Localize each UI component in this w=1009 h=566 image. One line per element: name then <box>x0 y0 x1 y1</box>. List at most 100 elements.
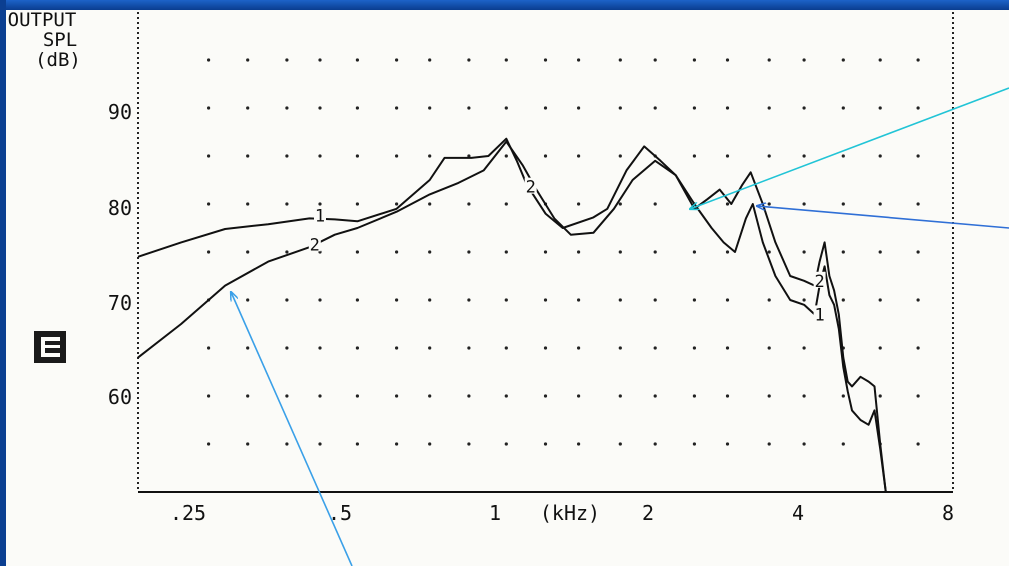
grid-dot <box>725 346 730 350</box>
grid-dot <box>653 298 657 302</box>
series-line-1 <box>137 137 887 493</box>
grid-dot <box>428 58 432 62</box>
grid-dot <box>285 154 289 158</box>
grid-dot <box>618 250 622 254</box>
grid-dot <box>802 106 806 110</box>
grid-dot <box>543 346 548 350</box>
x-axis-label: (kHz) <box>540 501 600 525</box>
grid-dot <box>504 154 508 158</box>
grid-dot <box>725 394 730 398</box>
grid-dot <box>916 250 920 254</box>
grid-dot <box>318 298 322 302</box>
grid-dot <box>692 154 697 158</box>
grid-dot <box>878 298 882 302</box>
grid-dot <box>618 394 622 398</box>
grid-dot <box>916 154 920 158</box>
grid-dot <box>692 394 697 398</box>
grid-dot <box>504 394 508 398</box>
grid-dot <box>395 250 399 254</box>
grid-dot <box>395 298 399 302</box>
grid-dot <box>802 346 806 350</box>
annotation-arrow-cyan <box>690 87 1009 209</box>
grid-dot <box>653 346 657 350</box>
x-tick-4: 4 <box>792 501 804 525</box>
grid-dot <box>767 442 771 446</box>
grid-dot <box>246 346 250 350</box>
grid-dot <box>355 442 359 446</box>
grid-dot <box>916 58 920 62</box>
grid-dot <box>428 346 432 350</box>
grid-dot <box>618 202 622 206</box>
grid-dot <box>355 58 359 62</box>
grid-dot <box>428 106 432 110</box>
y-tick-70: 70 <box>108 291 132 315</box>
grid-dot <box>577 106 581 110</box>
grid-dot <box>878 106 882 110</box>
grid-dot <box>207 58 211 62</box>
grid-dot <box>467 106 471 110</box>
grid-dot <box>543 106 548 110</box>
grid-dot <box>355 298 359 302</box>
grid-dot <box>285 58 289 62</box>
grid-dot <box>285 298 289 302</box>
grid-dot <box>916 298 920 302</box>
grid-dot <box>841 442 845 446</box>
grid-dot <box>618 298 622 302</box>
grid-dot <box>802 298 806 302</box>
grid-dot <box>467 298 471 302</box>
grid-dot <box>802 154 806 158</box>
grid-dot <box>285 394 289 398</box>
grid-dot <box>355 250 359 254</box>
curve-label-2: 2 <box>814 272 824 292</box>
grid-dot <box>916 202 920 206</box>
grid-dot <box>395 154 399 158</box>
x-tick-8: 8 <box>942 501 954 525</box>
annotation-arrow-light-blue <box>231 292 353 566</box>
grid-dot <box>577 394 581 398</box>
series-line-2 <box>137 140 887 493</box>
grid-dot <box>395 442 399 446</box>
grid-dot <box>725 106 730 110</box>
grid-dot <box>285 346 289 350</box>
grid-dot <box>318 394 322 398</box>
grid-dot <box>767 154 771 158</box>
grid-dot <box>767 250 771 254</box>
grid-dot <box>841 394 845 398</box>
grid-dot <box>618 106 622 110</box>
grid-dot <box>318 202 322 206</box>
grid-dot <box>916 442 920 446</box>
y-title-line-2: SPL <box>43 29 77 51</box>
grid-dot <box>355 394 359 398</box>
grid-dot <box>653 394 657 398</box>
grid-dot <box>543 154 548 158</box>
b-badge-icon <box>34 331 66 363</box>
grid-dot <box>916 106 920 110</box>
grid-dot <box>395 106 399 110</box>
curve-label-1: 1 <box>315 207 325 227</box>
grid-dot <box>207 346 211 350</box>
grid-dot <box>504 346 508 350</box>
grid-dot <box>878 58 882 62</box>
y-tick-80: 80 <box>108 196 132 220</box>
grid-dot <box>725 298 730 302</box>
grid-dot <box>207 106 211 110</box>
grid-dot <box>692 58 697 62</box>
grid-dot <box>318 58 322 62</box>
grid-dot <box>467 154 471 158</box>
grid-dot <box>841 58 845 62</box>
grid-dot <box>802 442 806 446</box>
grid-dot <box>725 154 730 158</box>
grid-dot <box>395 202 399 206</box>
grid-dot <box>467 250 471 254</box>
grid-dot <box>504 442 508 446</box>
grid-dot <box>841 298 845 302</box>
grid-dot <box>355 202 359 206</box>
grid-dot <box>577 202 581 206</box>
grid-dot <box>318 154 322 158</box>
grid-dot <box>467 346 471 350</box>
x-tick-1: 1 <box>489 501 501 525</box>
grid-dot <box>467 442 471 446</box>
grid-dot <box>767 58 771 62</box>
grid-dot <box>878 394 882 398</box>
